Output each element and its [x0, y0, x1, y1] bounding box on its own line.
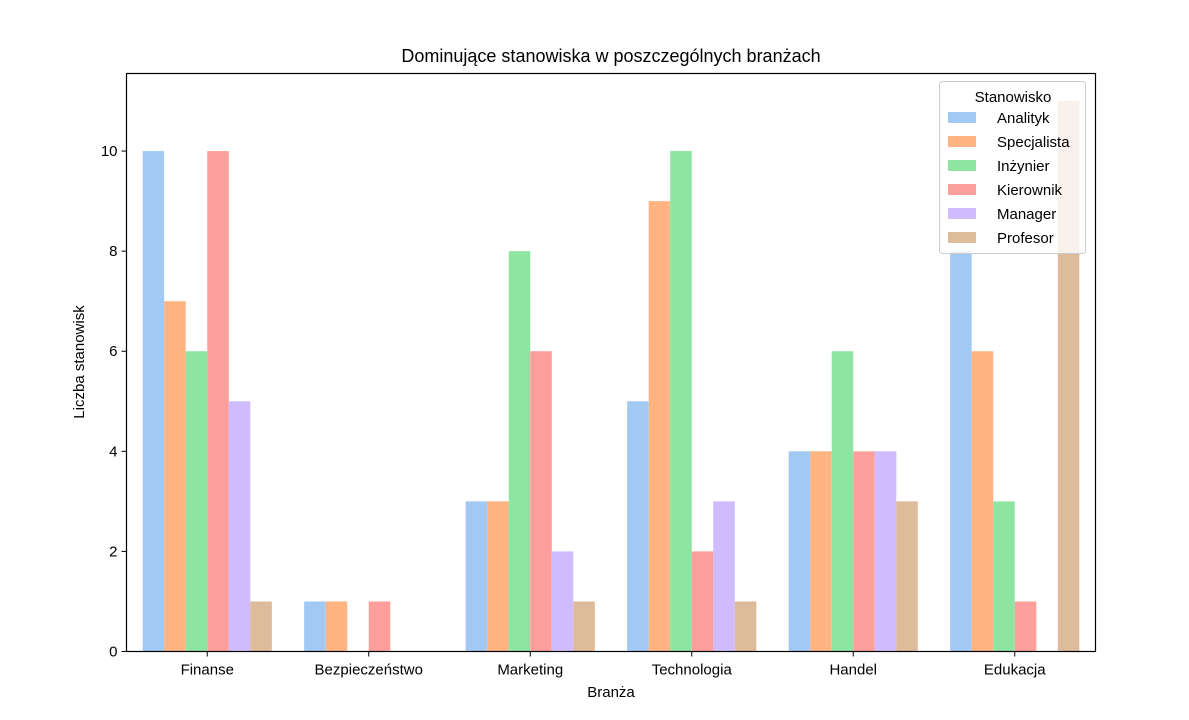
bar-inżynier-3	[670, 151, 692, 652]
bar-analityk-3	[627, 401, 649, 652]
legend-label-kierownik: Kierownik	[997, 182, 1063, 199]
legend-title: Stanowisko	[975, 89, 1052, 106]
legend-label-profesor: Profesor	[997, 230, 1054, 247]
bar-inżynier-0	[185, 351, 208, 652]
y-tick-label: 4	[109, 443, 117, 460]
legend-swatch-inżynier	[948, 160, 976, 171]
bar-specjalista-1	[325, 601, 348, 652]
bar-kierownik-3	[691, 551, 714, 652]
legend-swatch-profesor	[948, 232, 976, 243]
x-axis-label: Branża	[587, 684, 635, 701]
y-tick-label: 8	[109, 243, 117, 260]
legend: Stanowisko Analityk Specjalista Inżynier Ki…	[939, 81, 1086, 254]
legend-label-specjalista: Specjalista	[997, 134, 1070, 151]
bar-specjalista-3	[648, 201, 671, 652]
bar-kierownik-0	[207, 151, 229, 652]
x-tick-label: Handel	[829, 662, 877, 679]
bar-manager-4	[874, 451, 897, 652]
bar-manager-0	[228, 401, 251, 652]
legend-label-manager: Manager	[997, 206, 1056, 223]
bar-analityk-2	[465, 501, 488, 652]
y-tick-label: 10	[101, 143, 118, 160]
bar-profesor-4	[896, 501, 918, 652]
bar-specjalista-5	[971, 351, 994, 652]
chart-title: Dominujące stanowiska w poszczególnych b…	[401, 46, 820, 66]
bar-kierownik-1	[368, 601, 391, 652]
bar-manager-3	[713, 501, 735, 652]
bar-analityk-4	[788, 451, 811, 652]
x-tick-label: Bezpieczeństwo	[315, 662, 423, 679]
bar-kierownik-4	[853, 451, 875, 652]
y-tick-label: 0	[109, 644, 117, 661]
bar-analityk-0	[142, 151, 165, 652]
legend-items: Analityk Specjalista Inżynier Kierownik Mana…	[948, 110, 1070, 247]
y-axis-label: Liczba stanowisk	[71, 305, 88, 419]
bar-analityk-1	[304, 601, 326, 652]
x-tick-label: Edukacja	[984, 662, 1046, 679]
legend-label-analityk: Analityk	[997, 110, 1050, 127]
y-tick-label: 2	[109, 543, 117, 560]
bar-inżynier-4	[831, 351, 854, 652]
x-tick-label: Finanse	[181, 662, 234, 679]
legend-swatch-specjalista	[948, 136, 976, 147]
legend-label-inżynier: Inżynier	[997, 158, 1050, 175]
legend-swatch-manager	[948, 208, 976, 219]
bar-profesor-2	[573, 601, 595, 652]
bars-group	[142, 101, 1080, 652]
legend-swatch-kierownik	[948, 184, 976, 195]
x-tick-label: Marketing	[497, 662, 563, 679]
bar-specjalista-0	[164, 301, 186, 652]
x-axis: Finanse Bezpieczeństwo Marketing Technologi…	[181, 651, 1046, 679]
bar-specjalista-4	[810, 451, 832, 652]
plot-frame	[125, 72, 1097, 653]
bar-kierownik-5	[1014, 601, 1037, 652]
bar-profesor-0	[250, 601, 272, 652]
bar-specjalista-2	[487, 501, 509, 652]
legend-swatch-analityk	[948, 112, 976, 123]
bar-kierownik-2	[530, 351, 552, 652]
bar-inżynier-2	[508, 251, 531, 652]
x-tick-label: Technologia	[652, 662, 733, 679]
y-tick-label: 6	[109, 343, 117, 360]
bar-analityk-5	[950, 251, 972, 652]
bar-manager-2	[551, 551, 574, 652]
y-axis: 0 2 4 6 8 10	[101, 143, 127, 661]
bar-profesor-3	[734, 601, 757, 652]
bar-inżynier-5	[993, 501, 1015, 652]
